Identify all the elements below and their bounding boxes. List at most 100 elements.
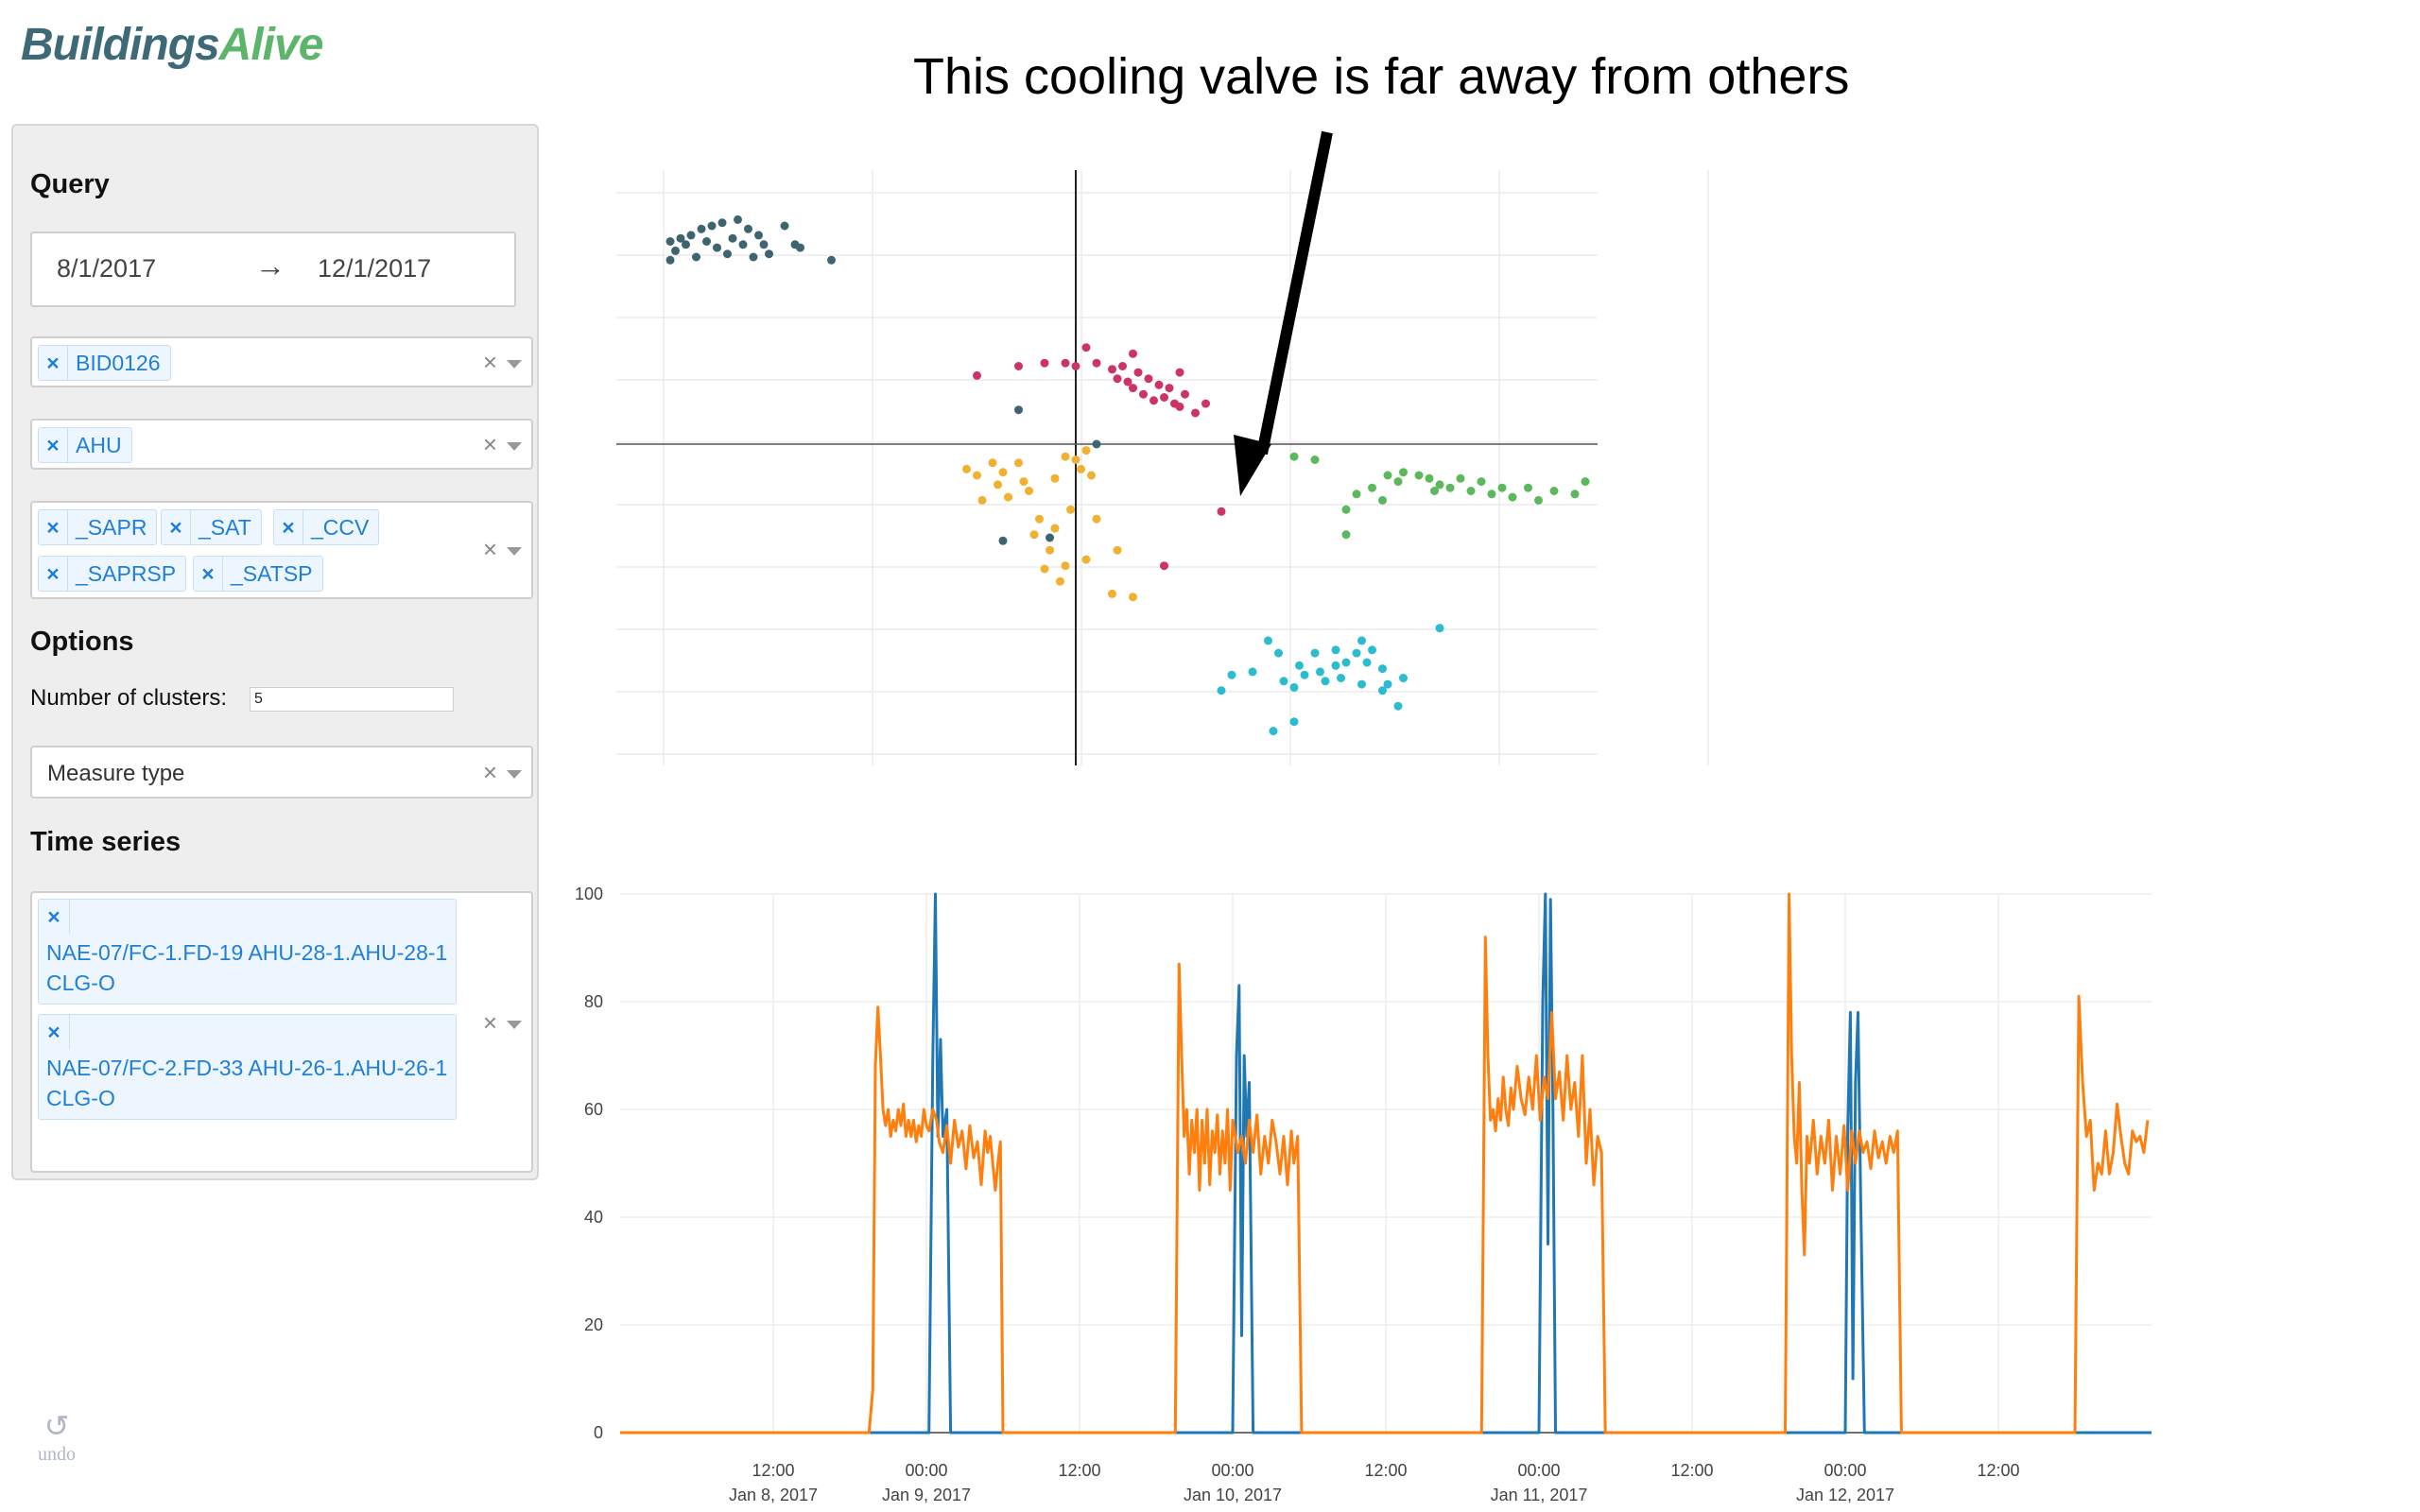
scatter-point (765, 249, 773, 259)
scatter-point (1534, 495, 1543, 505)
x-tick-label: 00:00 (905, 1461, 947, 1480)
scatter-point (796, 243, 804, 252)
chevron-down-icon[interactable] (507, 359, 522, 369)
point-tag-label: _SAT (199, 515, 251, 540)
annotation-arrow-shaft (1256, 130, 1333, 455)
scatter-point (1077, 464, 1085, 473)
remove-tag-icon[interactable]: × (39, 900, 70, 934)
clear-icon[interactable]: × (482, 430, 497, 458)
start-date-input[interactable]: 8/1/2017 (57, 254, 157, 283)
equipment-select[interactable]: × AHU × (30, 419, 533, 470)
clear-icon[interactable]: × (482, 1008, 497, 1037)
scatter-point (780, 221, 789, 231)
scatter-point (1066, 505, 1075, 514)
clear-icon[interactable]: × (482, 758, 497, 786)
clusters-label: Number of clusters: (30, 685, 228, 711)
scatter-point (707, 221, 717, 231)
x-tick-date-label: Jan 9, 2017 (882, 1486, 971, 1504)
chevron-down-icon[interactable] (507, 546, 522, 556)
x-tick-label: 12:00 (1058, 1461, 1100, 1480)
remove-tag-icon[interactable]: × (39, 346, 68, 380)
scatter-point (744, 224, 752, 233)
time-series-tag: × NAE-07/FC-1.FD-19 AHU-28-1.AHU-28-1 CL… (38, 899, 457, 1005)
remove-tag-icon[interactable]: × (194, 557, 223, 591)
x-tick-label: 12:00 (1364, 1461, 1407, 1480)
points-select[interactable]: × _SAPR × _SAT × _CCV × _SAPRSP × _SATSP × (30, 501, 533, 599)
scatter-point (1175, 402, 1184, 411)
point-tag: × _CCV (273, 509, 380, 545)
date-range-picker[interactable]: 8/1/2017 → 12/1/2017 (30, 232, 516, 307)
remove-tag-icon[interactable]: × (39, 428, 68, 462)
end-date-input[interactable]: 12/1/2017 (318, 254, 432, 283)
annotation-arrow-head (1234, 435, 1271, 496)
scatter-point (1092, 439, 1101, 449)
scatter-point (1316, 667, 1324, 677)
scatter-point (676, 233, 685, 243)
remove-tag-icon[interactable]: × (162, 510, 191, 544)
scatter-point (1337, 674, 1345, 682)
time-series-tag-label: NAE-07/FC-2.FD-33 AHU-26-1.AHU-26-1 CLG-… (46, 1056, 448, 1110)
point-tag: × _SAPRSP (38, 556, 187, 592)
scatter-point (1201, 399, 1210, 408)
scatter-point (1014, 362, 1023, 370)
scatter-point (1399, 674, 1408, 682)
y-tick-label: 40 (584, 1208, 603, 1227)
scatter-point (723, 249, 732, 259)
y-tick-label: 20 (584, 1315, 603, 1334)
scatter-point (1035, 514, 1044, 524)
x-tick-label: 00:00 (1824, 1461, 1866, 1480)
scatter-point (1092, 358, 1101, 368)
clusters-input[interactable]: 5 (250, 687, 454, 712)
scatter-point (697, 224, 706, 233)
remove-tag-icon[interactable]: × (39, 510, 68, 544)
scatter-point (1341, 505, 1351, 514)
building-select[interactable]: × BID0126 × (30, 336, 533, 387)
scatter-point (1165, 384, 1174, 393)
clear-icon[interactable]: × (482, 348, 497, 376)
scatter-point (1445, 483, 1455, 492)
scatter-point (1466, 487, 1476, 495)
scatter-point (1414, 471, 1424, 480)
scatter-point (1581, 477, 1590, 487)
time-series-tag: × NAE-07/FC-2.FD-33 AHU-26-1.AHU-26-1 CL… (38, 1014, 457, 1120)
scatter-point (1123, 377, 1132, 387)
scatter-point (1004, 492, 1012, 502)
x-tick-label: 12:00 (1670, 1461, 1713, 1480)
scatter-point (1056, 576, 1064, 586)
y-tick-label: 60 (584, 1100, 603, 1119)
scatter-point (1217, 507, 1226, 516)
building-tag: × BID0126 (38, 345, 171, 381)
scatter-point (1524, 483, 1532, 492)
point-tag-label: _SAPRSP (76, 561, 177, 586)
scatter-point (1331, 645, 1340, 655)
remove-tag-icon[interactable]: × (39, 557, 68, 591)
equipment-tag: × AHU (38, 427, 132, 463)
scatter-point (1081, 446, 1091, 455)
time-series-select[interactable]: × NAE-07/FC-1.FD-19 AHU-28-1.AHU-28-1 CL… (30, 891, 533, 1173)
scatter-point (1378, 495, 1387, 505)
scatter-point (1487, 490, 1496, 499)
scatter-point (1014, 458, 1023, 468)
chevron-down-icon[interactable] (507, 441, 522, 451)
remove-tag-icon[interactable]: × (39, 1015, 70, 1049)
clear-icon[interactable]: × (482, 535, 497, 563)
scatter-point (717, 218, 727, 228)
chevron-down-icon[interactable] (507, 1020, 522, 1029)
scatter-point (1383, 679, 1392, 689)
date-range-arrow-icon: → (255, 249, 285, 283)
scatter-point (998, 536, 1008, 545)
scatter-plot[interactable] (616, 170, 1709, 765)
scatter-point (671, 246, 680, 255)
scatter-point (1160, 561, 1168, 571)
remove-tag-icon[interactable]: × (274, 510, 303, 544)
undo-button[interactable]: ↺ undo (38, 1408, 76, 1466)
buildingsalive-logo: BuildingsAlive (21, 19, 323, 71)
scatter-point (754, 231, 763, 240)
scatter-point (1269, 727, 1278, 736)
select-controls: × (483, 758, 522, 787)
equipment-tag-label: AHU (76, 433, 122, 457)
time-series-chart[interactable]: 12:00 Jan 8, 2017 00:00 Jan 9, 2017 12:00 00:… (575, 885, 2152, 1504)
scatter-point (988, 458, 997, 468)
chevron-down-icon[interactable] (507, 769, 522, 779)
measure-type-select[interactable]: Measure type × (30, 746, 533, 799)
